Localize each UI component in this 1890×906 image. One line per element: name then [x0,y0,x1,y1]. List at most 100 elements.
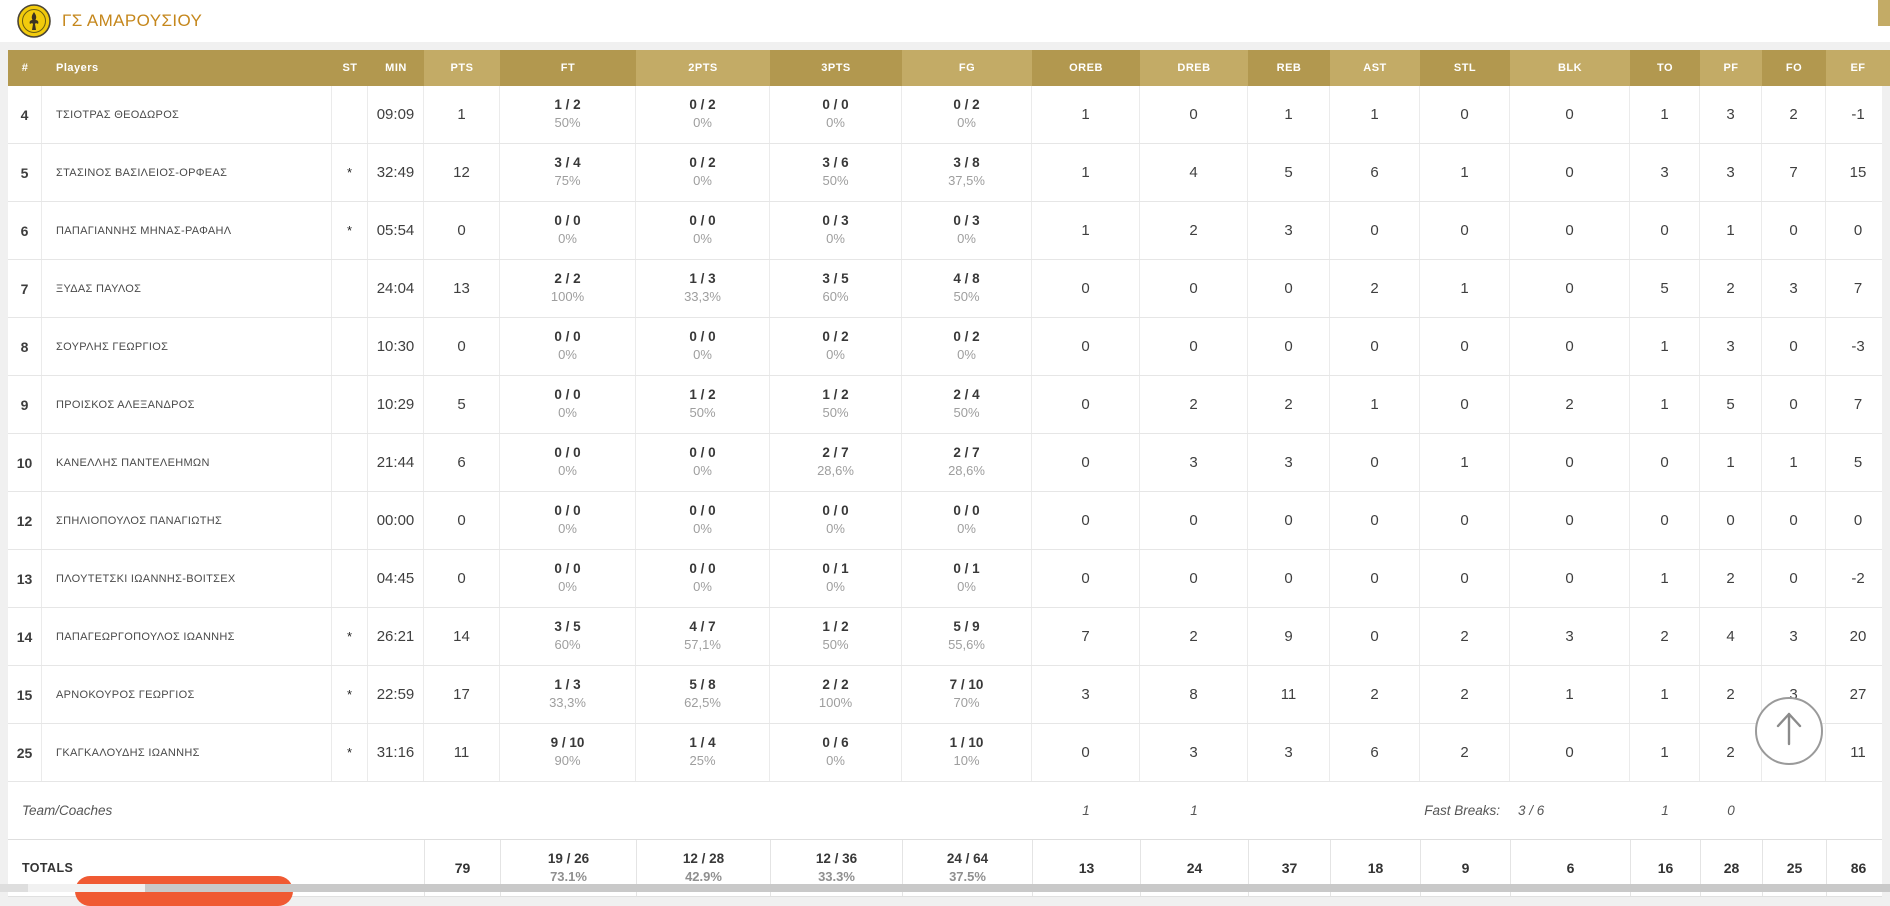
cell-ast: 0 [1330,492,1420,549]
scroll-to-top-button[interactable] [1755,697,1823,765]
cell-ft: 0 / 0 0% [500,492,636,549]
column-header-ast: AST [1330,50,1420,86]
cell-points: 14 [424,608,500,665]
cell-fg: 0 / 3 0% [902,202,1032,259]
cell-ast: 2 [1330,260,1420,317]
cell-points: 17 [424,666,500,723]
cell-blk: 2 [1510,376,1630,433]
column-header-oreb: OREB [1032,50,1140,86]
cell-minutes: 10:29 [368,376,424,433]
cell-to: 1 [1630,550,1700,607]
cell-starter-flag [332,550,368,607]
cell-stl: 1 [1420,260,1510,317]
cell-dreb: 2 [1140,202,1248,259]
cell-ft: 1 / 2 50% [500,86,636,143]
column-header-pf: PF [1700,50,1762,86]
cell-ast: 0 [1330,608,1420,665]
cell-ef: 7 [1853,280,1863,297]
cell-stl: 1 [1420,434,1510,491]
column-header-pts: PTS [424,50,500,86]
cell-2pts: 4 / 7 57,1% [636,608,770,665]
cell-2pts: 1 / 3 33,3% [636,260,770,317]
cell-jersey-number: 6 [8,202,42,259]
player-row: 4 ΤΣΙΟΤΡΑΣ ΘΕΟΔΩΡΟΣ 09:09 1 1 / 2 50% 0 /… [8,86,1882,144]
cell-fg: 2 / 4 50% [902,376,1032,433]
cell-2pts: 1 / 4 25% [636,724,770,781]
cell-jersey-number: 7 [8,260,42,317]
cell-ft: 0 / 0 0% [500,434,636,491]
cell-minutes: 21:44 [368,434,424,491]
player-row: 13 ΠΛΟΥΤΕΤΣΚΙ ΙΩΑΝΝΗΣ-ΒΟΙΤΣΕΧ 04:45 0 0 … [8,550,1882,608]
totals-fg: 24 / 64 37.5% [902,840,1032,896]
cell-2pts: 0 / 2 0% [636,144,770,201]
cell-player-name: ΞΥΔΑΣ ΠΑΥΛΟΣ [42,260,332,317]
cell-blk: 0 [1510,492,1630,549]
fast-breaks-label: Fast Breaks: [1424,803,1500,818]
cell-player-name: ΠΑΠΑΓΕΩΡΓΟΠΟΥΛΟΣ ΙΩΑΝΝΗΣ [42,608,332,665]
cell-jersey-number: 4 [8,86,42,143]
cell-3pts: 1 / 2 50% [770,376,902,433]
cell-points: 13 [424,260,500,317]
cell-pf: 4 [1700,608,1762,665]
cell-dreb: 2 [1140,608,1248,665]
cell-jersey-number: 25 [8,724,42,781]
column-header-fo: FO [1762,50,1826,86]
cell-reb: 9 [1248,608,1330,665]
scrollbar-thumb[interactable] [145,884,1890,892]
cell-points: 0 [424,202,500,259]
cell-pf: 2 [1700,666,1762,723]
cell-reb: 0 [1248,260,1330,317]
cell-pf: 3 [1700,144,1762,201]
cell-fo: 2 [1762,86,1826,143]
cell-ast: 6 [1330,724,1420,781]
cell-to: 3 [1630,144,1700,201]
cell-pf: 0 [1700,492,1762,549]
cell-reb: 3 [1248,724,1330,781]
cell-jersey-number: 12 [8,492,42,549]
cell-to: 0 [1630,492,1700,549]
cell-ef: -3 [1851,338,1865,355]
column-header-to: TO [1630,50,1700,86]
cell-fg: 0 / 1 0% [902,550,1032,607]
cell-dreb: 0 [1140,318,1248,375]
cell-dreb: 2 [1140,376,1248,433]
cell-dreb: 0 [1140,260,1248,317]
cell-minutes: 32:49 [368,144,424,201]
cell-player-name: ΣΠΗΛΙΟΠΟΥΛΟΣ ΠΑΝΑΓΙΩΤΗΣ [42,492,332,549]
cell-ft: 9 / 10 90% [500,724,636,781]
cell-pf: 2 [1700,724,1762,781]
cell-3pts: 0 / 6 0% [770,724,902,781]
cell-starter-flag: * [332,724,368,781]
cell-starter-flag: * [332,608,368,665]
cell-minutes: 31:16 [368,724,424,781]
cell-jersey-number: 10 [8,434,42,491]
cell-fo: 3 [1762,608,1826,665]
cell-blk: 1 [1510,666,1630,723]
cell-blk: 0 [1510,550,1630,607]
cell-2pts: 0 / 2 0% [636,86,770,143]
cell-player-name: ΠΡΟΙΣΚΟΣ ΑΛΕΞΑΝΔΡΟΣ [42,376,332,433]
cell-player-name: ΑΡΝΟΚΟΥΡΟΣ ΓΕΩΡΓΙΟΣ [42,666,332,723]
cell-fg: 0 / 2 0% [902,318,1032,375]
totals-label: TOTALS [22,861,74,875]
cell-to: 1 [1630,318,1700,375]
cell-fg: 0 / 2 0% [902,86,1032,143]
cell-ast: 1 [1330,86,1420,143]
column-header-2pts: 2PTS [636,50,770,86]
cell-ef: 0 [1853,512,1863,529]
cell-player-name: ΓΚΑΓΚΑΛΟΥΔΗΣ ΙΩΑΝΝΗΣ [42,724,332,781]
cell-ef: 15 [1849,164,1867,181]
cell-3pts: 2 / 2 100% [770,666,902,723]
player-row: 8 ΣΟΥΡΛΗΣ ΓΕΩΡΓΙΟΣ 10:30 0 0 / 0 0% 0 / 0… [8,318,1882,376]
cell-fg: 3 / 8 37,5% [902,144,1032,201]
cell-jersey-number: 13 [8,550,42,607]
team-shooting-empty [500,782,1032,839]
player-row: 9 ΠΡΟΙΣΚΟΣ ΑΛΕΞΑΝΔΡΟΣ 10:29 5 0 / 0 0% 1 … [8,376,1882,434]
cell-pf: 1 [1700,434,1762,491]
cell-3pts: 0 / 0 0% [770,492,902,549]
column-header-ef: EF [1826,50,1890,86]
cell-stl: 2 [1420,608,1510,665]
cell-2pts: 0 / 0 0% [636,202,770,259]
team-coaches-label: Team/Coaches [22,803,113,818]
cell-points: 1 [424,86,500,143]
